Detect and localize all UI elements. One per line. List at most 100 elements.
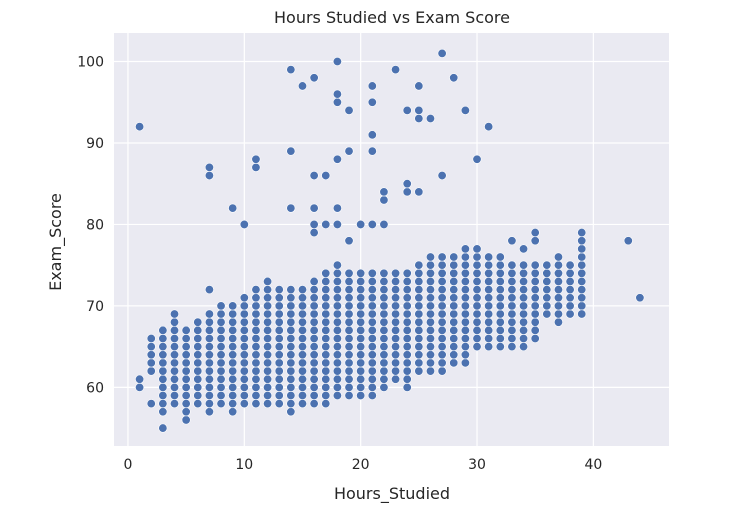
- data-point: [425, 309, 435, 319]
- data-point: [321, 219, 331, 229]
- data-point: [263, 301, 273, 311]
- data-point: [251, 382, 261, 392]
- data-point: [391, 358, 401, 368]
- data-point: [309, 382, 319, 392]
- data-point: [449, 268, 459, 278]
- data-point: [437, 317, 447, 327]
- data-point: [251, 399, 261, 409]
- data-point: [553, 309, 563, 319]
- data-point: [577, 268, 587, 278]
- data-point: [414, 276, 424, 286]
- data-point: [356, 293, 366, 303]
- data-point: [297, 333, 307, 343]
- data-point: [286, 366, 296, 376]
- data-point: [542, 293, 552, 303]
- data-point: [297, 342, 307, 352]
- data-point: [228, 407, 238, 417]
- data-point: [495, 276, 505, 286]
- data-point: [309, 285, 319, 295]
- data-point: [565, 276, 575, 286]
- data-point: [553, 260, 563, 270]
- grid-lines: [114, 33, 669, 446]
- data-point: [321, 309, 331, 319]
- data-point: [565, 309, 575, 319]
- data-point: [274, 301, 284, 311]
- data-point: [228, 399, 238, 409]
- data-point: [472, 325, 482, 335]
- data-point: [414, 81, 424, 91]
- data-point: [344, 276, 354, 286]
- data-point: [309, 350, 319, 360]
- data-point: [251, 325, 261, 335]
- data-point: [263, 390, 273, 400]
- data-point: [181, 342, 191, 352]
- data-point: [553, 301, 563, 311]
- data-point: [286, 382, 296, 392]
- data-point: [367, 293, 377, 303]
- data-point: [402, 374, 412, 384]
- data-point: [204, 374, 214, 384]
- data-point: [472, 342, 482, 352]
- data-point: [623, 236, 633, 246]
- data-point: [332, 382, 342, 392]
- data-point: [519, 260, 529, 270]
- data-point: [460, 301, 470, 311]
- data-point: [495, 317, 505, 327]
- data-point: [484, 342, 494, 352]
- x-tick-label: 10: [235, 457, 253, 473]
- data-point: [228, 317, 238, 327]
- data-point: [460, 244, 470, 254]
- y-tick-label: 70: [86, 299, 104, 315]
- data-point: [251, 301, 261, 311]
- data-point: [251, 317, 261, 327]
- data-point: [356, 276, 366, 286]
- data-point: [425, 301, 435, 311]
- data-point: [367, 390, 377, 400]
- data-point: [239, 293, 249, 303]
- data-point: [321, 268, 331, 278]
- data-point: [577, 309, 587, 319]
- data-point: [181, 350, 191, 360]
- data-point: [274, 390, 284, 400]
- data-point: [204, 407, 214, 417]
- data-point: [228, 325, 238, 335]
- data-point: [286, 342, 296, 352]
- data-point: [472, 309, 482, 319]
- data-point: [321, 276, 331, 286]
- data-point: [332, 390, 342, 400]
- data-point: [344, 105, 354, 115]
- data-point: [367, 219, 377, 229]
- data-point: [193, 374, 203, 384]
- data-point: [344, 146, 354, 156]
- x-tick-label: 30: [468, 457, 486, 473]
- data-point: [356, 219, 366, 229]
- data-point: [577, 285, 587, 295]
- data-point: [309, 276, 319, 286]
- data-point: [449, 317, 459, 327]
- data-point: [239, 219, 249, 229]
- data-point: [344, 325, 354, 335]
- y-tick-label: 90: [86, 136, 104, 152]
- data-point: [356, 342, 366, 352]
- data-point: [425, 114, 435, 124]
- data-point: [484, 260, 494, 270]
- data-point: [402, 179, 412, 189]
- data-point: [519, 333, 529, 343]
- data-point: [309, 228, 319, 238]
- data-point: [321, 366, 331, 376]
- data-point: [425, 293, 435, 303]
- data-point: [297, 374, 307, 384]
- data-point: [228, 358, 238, 368]
- data-point: [367, 130, 377, 140]
- data-point: [228, 333, 238, 343]
- data-point: [309, 309, 319, 319]
- data-point: [286, 333, 296, 343]
- data-point: [379, 325, 389, 335]
- data-point: [251, 350, 261, 360]
- data-point: [472, 333, 482, 343]
- data-point: [414, 358, 424, 368]
- data-point: [239, 342, 249, 352]
- data-point: [332, 97, 342, 107]
- data-point: [391, 342, 401, 352]
- data-point: [449, 252, 459, 262]
